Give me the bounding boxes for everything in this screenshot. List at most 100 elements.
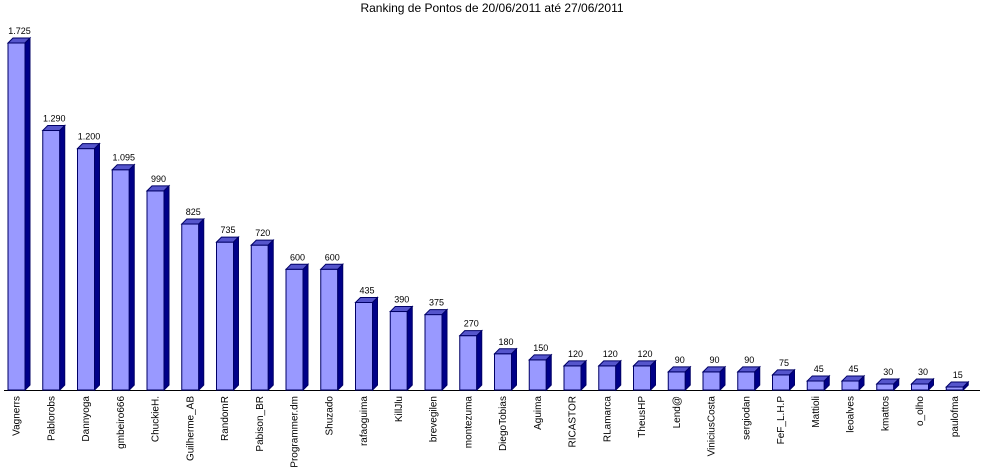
bar — [42, 130, 61, 391]
x-tick-label: RLamarca — [602, 396, 613, 443]
bar-side — [928, 377, 934, 392]
value-label: 270 — [464, 319, 479, 329]
value-label: 375 — [429, 298, 444, 308]
x-tick-label: ChuckieH. — [151, 396, 162, 442]
bar — [111, 169, 130, 391]
x-tick-label: RICASTOR — [568, 396, 579, 448]
value-label: 75 — [779, 358, 789, 368]
bar-side — [615, 359, 622, 392]
value-label: 120 — [637, 349, 652, 359]
x-tick-label: montezuma — [463, 396, 474, 449]
value-label: 90 — [744, 355, 754, 365]
bar-side — [406, 305, 413, 392]
value-label: 390 — [394, 295, 409, 305]
bar-side — [94, 142, 100, 392]
bar — [355, 301, 373, 391]
value-label: 180 — [498, 337, 513, 347]
value-label: 600 — [325, 252, 340, 262]
bar-side — [163, 184, 170, 392]
bar-side — [233, 235, 239, 392]
x-tick-label: Lend@ — [672, 396, 683, 428]
bar — [772, 374, 790, 391]
bar — [389, 311, 408, 391]
bar — [911, 383, 929, 391]
bar-side — [372, 296, 378, 392]
value-label: 30 — [918, 367, 928, 377]
value-label: 45 — [848, 364, 858, 374]
bar-side — [719, 365, 726, 392]
value-label: 435 — [359, 285, 374, 295]
x-tick-label: TheusHP — [637, 396, 648, 438]
x-tick-label: o_olho — [915, 396, 926, 426]
value-label: 1.290 — [43, 114, 66, 124]
bar-side — [511, 347, 517, 392]
value-label: 120 — [568, 349, 583, 359]
bar-side — [337, 263, 344, 392]
chart-title: Ranking de Pontos de 20/06/2011 até 27/0… — [360, 1, 623, 15]
value-label: 90 — [709, 355, 719, 365]
x-tick-label: Pablorobs — [46, 396, 57, 441]
bar-side — [823, 374, 830, 392]
bar — [528, 359, 547, 391]
value-label: 600 — [290, 252, 305, 262]
x-tick-label: Dannyoga — [81, 396, 92, 442]
x-tick-label: ViniciusCosta — [707, 396, 718, 457]
x-tick-label: RandomR — [220, 396, 231, 441]
bar-side — [198, 217, 205, 392]
bar — [181, 223, 200, 391]
bar-side — [650, 359, 656, 392]
value-label: 735 — [220, 225, 235, 235]
x-tick-label: Pabison_BR — [255, 396, 266, 452]
bar-side — [684, 365, 691, 392]
bar — [459, 335, 478, 391]
value-label: 1.095 — [112, 153, 135, 163]
bar-side — [441, 308, 448, 392]
bar-side — [789, 368, 795, 392]
x-tick-label: Mattioli — [811, 396, 822, 428]
bar — [737, 371, 756, 391]
value-label: 120 — [603, 349, 618, 359]
bar — [876, 383, 895, 391]
value-label: 45 — [814, 364, 824, 374]
x-tick-label: gmbeiro666 — [116, 396, 127, 449]
bar — [667, 371, 686, 391]
bar-side — [962, 380, 969, 392]
bar — [320, 268, 339, 391]
x-tick-label: rafaoguima — [359, 396, 370, 446]
bar — [702, 371, 721, 391]
value-label: 30 — [883, 367, 893, 377]
x-tick-label: brevegilen — [429, 396, 440, 442]
bar — [216, 241, 234, 391]
bar-side — [24, 36, 31, 392]
bar — [494, 353, 512, 391]
x-tick-label: sergiodan — [741, 396, 752, 440]
bar-side — [580, 359, 587, 392]
value-label: 825 — [186, 207, 201, 217]
bar — [7, 42, 26, 391]
x-tick-label: FeF_L.H.P — [776, 396, 787, 445]
value-label: 990 — [151, 174, 166, 184]
x-tick-label: Aguima — [533, 396, 544, 430]
bar-side — [893, 377, 900, 392]
x-tick-label: paulofma — [950, 396, 961, 438]
bar — [633, 365, 651, 391]
bar — [146, 190, 165, 391]
x-tick-label: KillJlu — [394, 396, 405, 422]
x-tick-label: kmattos — [880, 396, 891, 431]
value-label: 90 — [675, 355, 685, 365]
x-tick-label: Programmer.dm — [290, 396, 301, 468]
x-tick-label: Shuzado — [324, 396, 335, 436]
bar-side — [302, 263, 309, 392]
x-tick-label: Guilherme_AB — [185, 396, 196, 461]
bar — [563, 365, 582, 391]
bar-side — [59, 124, 66, 392]
bar-side — [128, 163, 135, 392]
value-label: 150 — [533, 343, 548, 353]
bar-side — [545, 353, 552, 392]
bar-side — [267, 238, 274, 392]
bar-side — [858, 374, 865, 392]
bar — [77, 148, 95, 391]
bar — [285, 268, 304, 391]
bar — [598, 365, 617, 391]
